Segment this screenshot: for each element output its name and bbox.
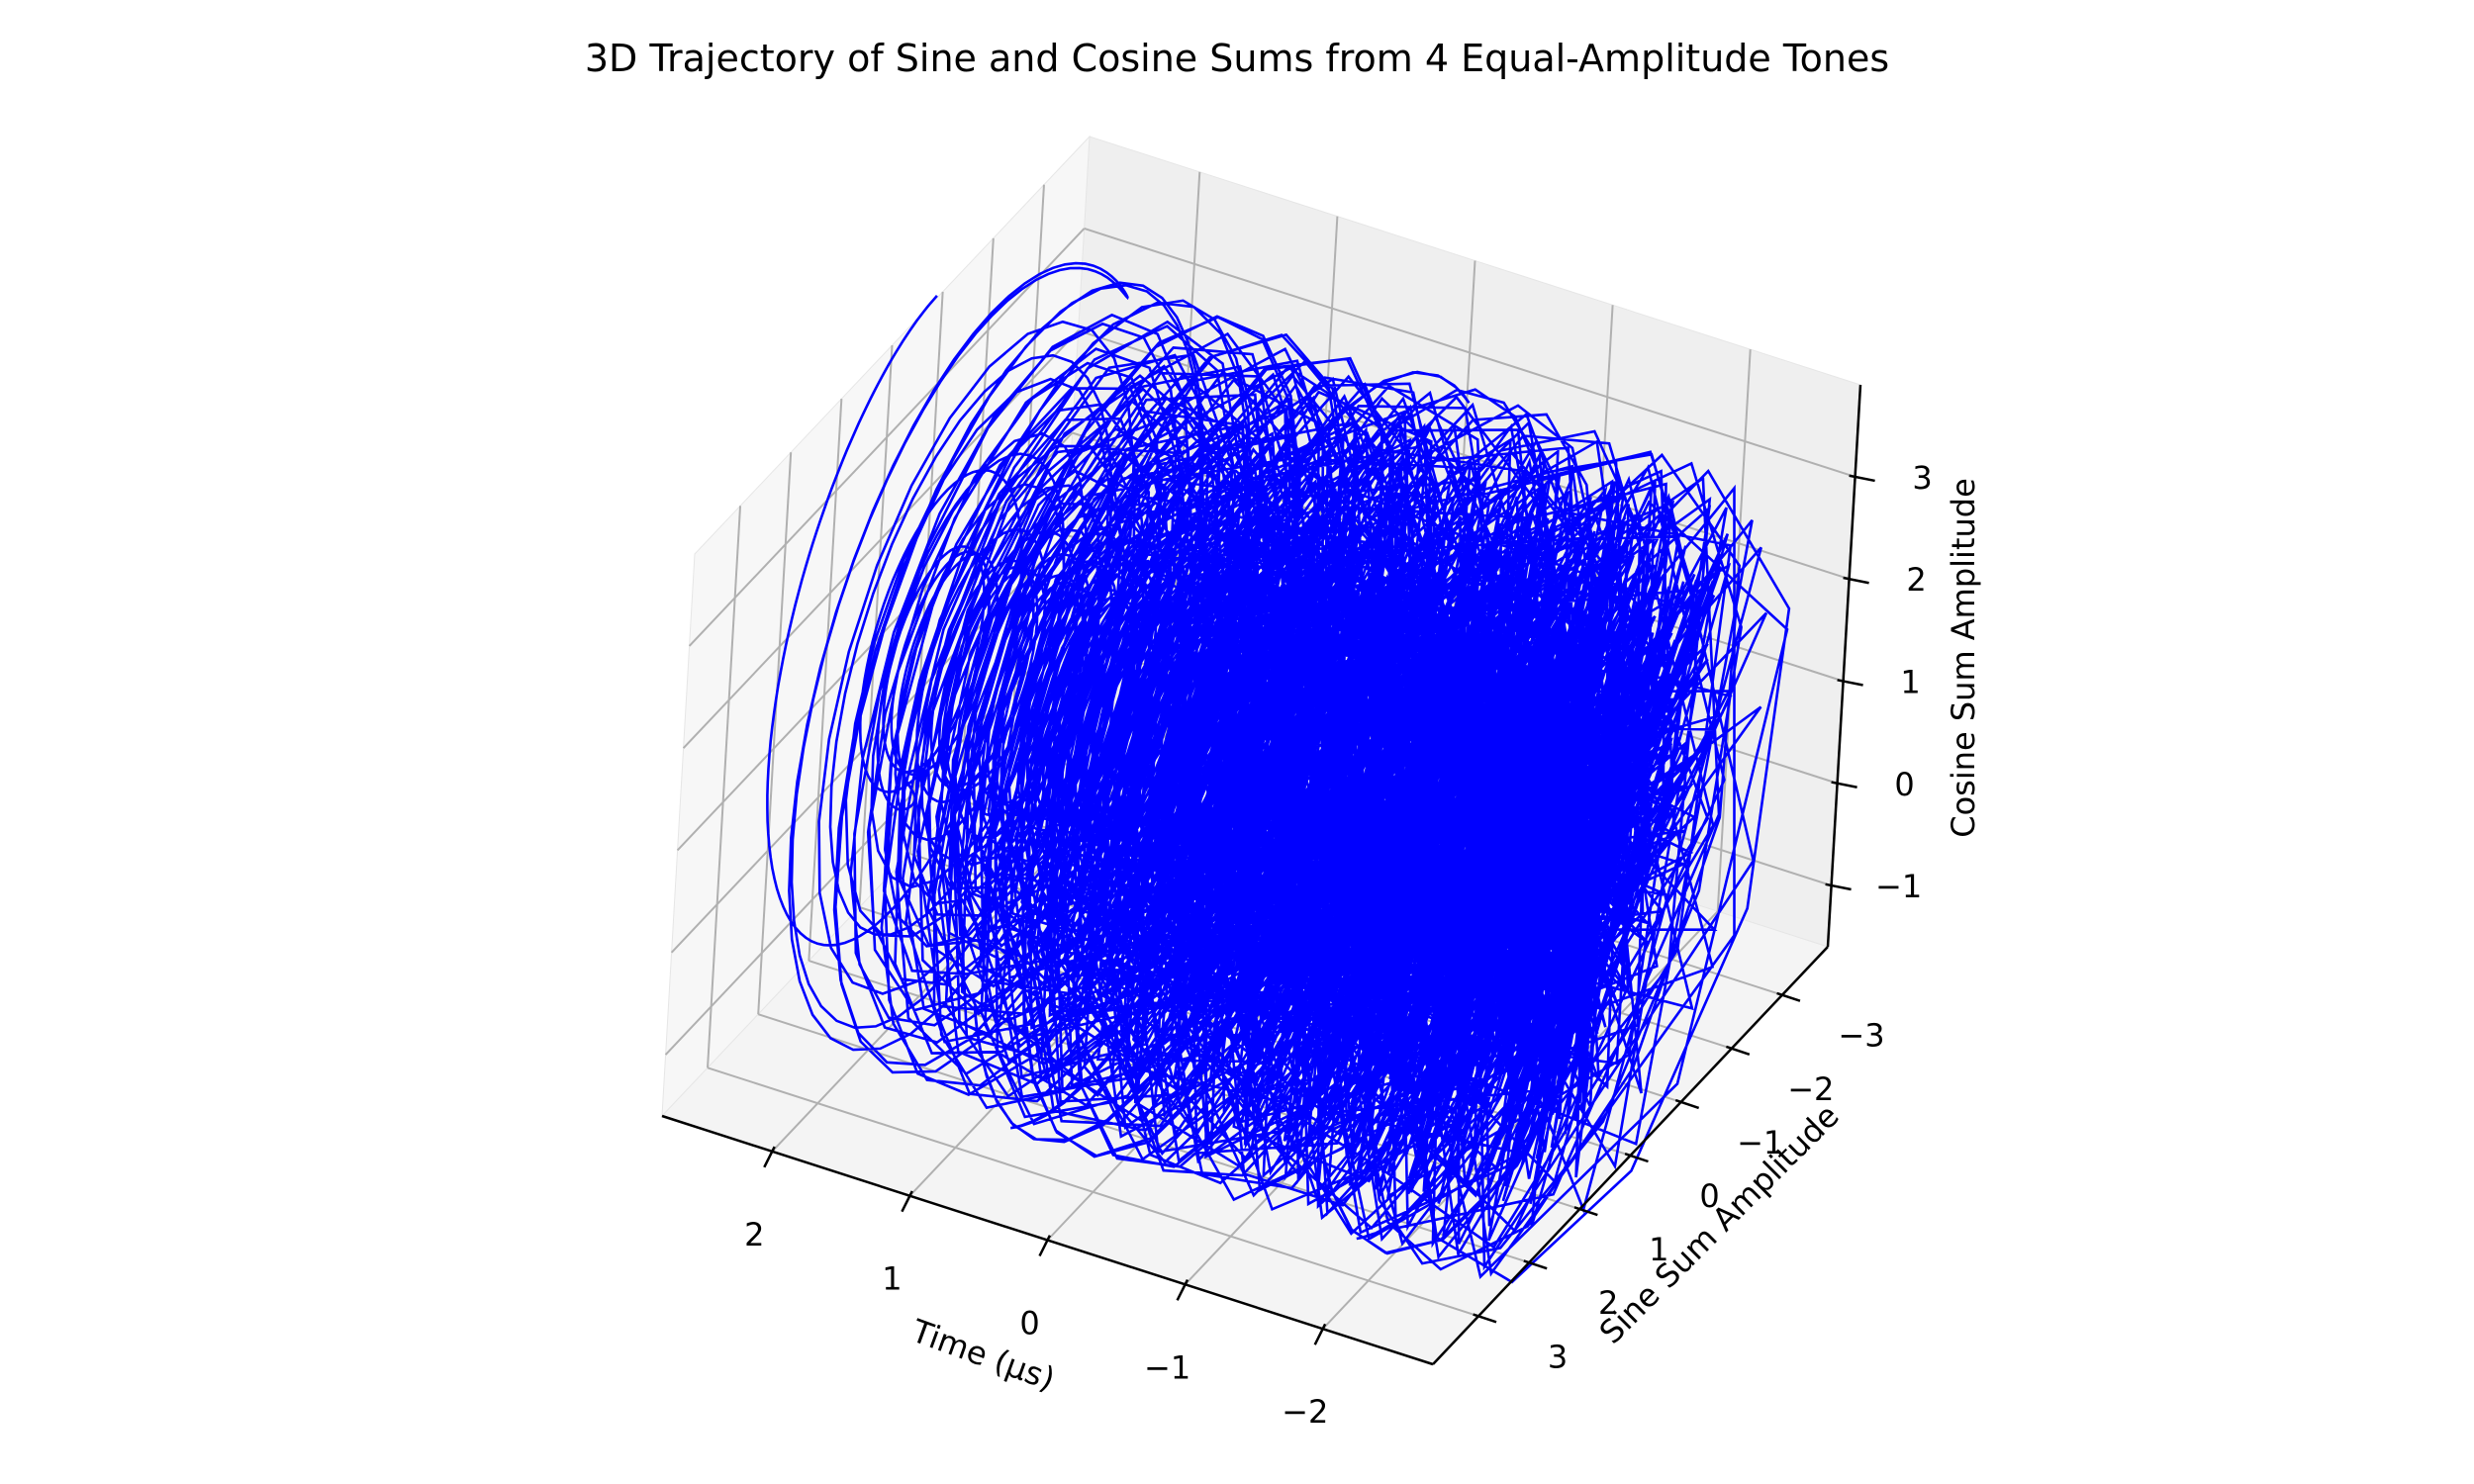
grid-line [707,1067,1479,1318]
tick-mark [1837,679,1863,687]
y-tick-label: −3 [1838,1017,1884,1055]
y-tick-label: 0 [1699,1177,1719,1215]
tick-mark [1843,576,1869,585]
tick-mark [1849,474,1875,483]
z-tick-label: 2 [1906,561,1926,599]
tick-mark [1825,882,1852,891]
tick-mark [1176,1278,1189,1301]
x-tick-label: −2 [1282,1393,1328,1431]
tick-mark [1573,1206,1598,1217]
x-tick-label: −1 [1144,1348,1190,1386]
grid-line [1084,227,1856,478]
z-tick-label: 1 [1900,663,1920,700]
grid-line [757,452,793,1015]
axis-lines [661,384,1875,1366]
x-tick-label: 1 [882,1260,902,1298]
z-tick-label: 0 [1894,766,1914,803]
z-axis-label: Cosine Sum Amplitude [1945,478,1982,838]
tick-mark [1313,1323,1327,1345]
tick-mark [1473,1313,1497,1324]
tick-mark [1776,991,1801,1002]
z-tick-label: −1 [1875,868,1922,905]
grid-line [688,228,1086,647]
grid-line [808,399,843,962]
x-tick-label: 0 [1019,1305,1039,1343]
tick-mark [1726,1045,1751,1056]
grid-line [682,329,1080,749]
grid-line [707,506,742,1068]
tick-mark [1674,1098,1700,1110]
y-tick-label: −2 [1787,1070,1834,1108]
trajectory-line [766,261,1791,1284]
tick-mark [901,1190,913,1213]
y-tick-label: 3 [1548,1338,1568,1375]
y-tick-label: −1 [1737,1124,1783,1161]
y-tick-label: 1 [1649,1231,1668,1268]
tick-mark [763,1146,776,1168]
z-tick-label: 3 [1912,459,1932,497]
tick-mark [1624,1153,1649,1163]
tick-mark [1038,1235,1052,1257]
tick-mark [1523,1259,1548,1270]
z-axis-line [1826,384,1862,948]
grid-line [664,636,1062,1056]
tick-mark [1831,781,1857,788]
trajectory-path [766,261,1791,1284]
chart-title: 3D Trajectory of Sine and Cosine Sums fr… [585,37,1889,80]
x-tick-label: 2 [744,1216,764,1253]
y-tick-label: 2 [1598,1284,1618,1322]
